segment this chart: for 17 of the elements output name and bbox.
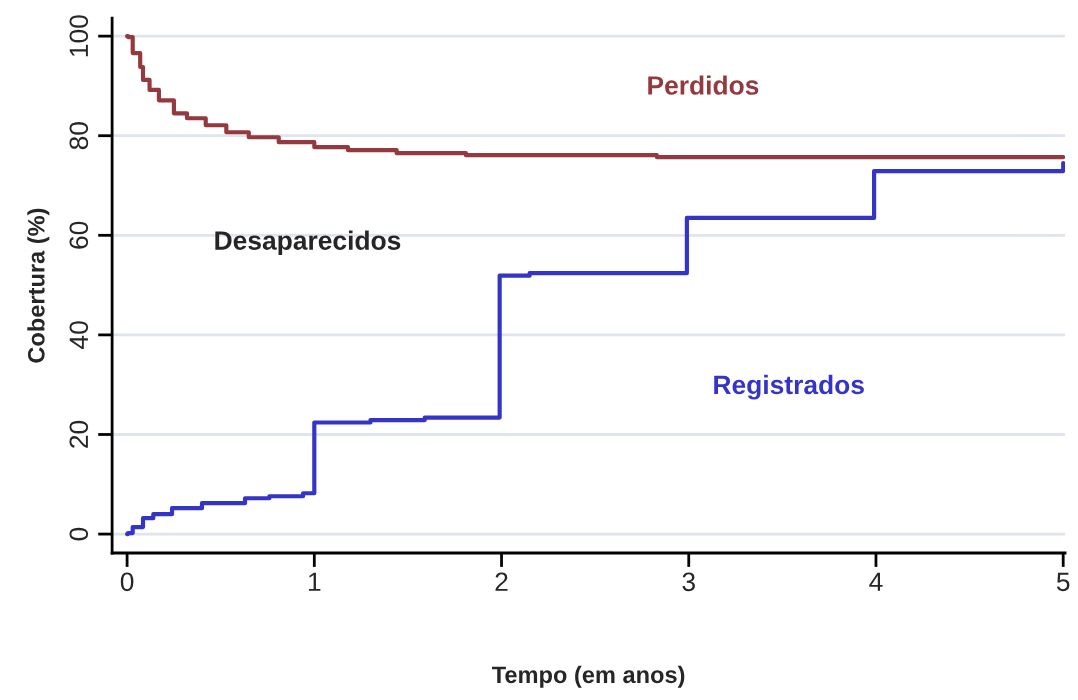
text: Perdidos — [648, 75, 759, 95]
x-axis-title: Tempo (em anos) — [491, 665, 685, 688]
x-tick-label: 1 — [308, 572, 321, 591]
y-tick-label: 100 — [69, 15, 89, 57]
y-tick-label: 80 — [69, 122, 89, 150]
y-tick-label: 0 — [69, 527, 89, 541]
text: Registrados — [714, 374, 864, 400]
x-tick-label: 2 — [495, 572, 508, 591]
y-axis-title: Cobertura (%) — [27, 208, 50, 363]
x-tick-label: 3 — [682, 572, 695, 592]
annotation: Desaparecidos — [215, 230, 401, 256]
x-tick-label: 5 — [1056, 572, 1070, 592]
x-tick-label: 0 — [120, 572, 134, 592]
y-tick-label: 60 — [69, 221, 89, 249]
x-tick-label: 4 — [869, 572, 883, 591]
y-tick-label: 40 — [69, 321, 89, 349]
y-tick-label: 20 — [69, 420, 89, 448]
